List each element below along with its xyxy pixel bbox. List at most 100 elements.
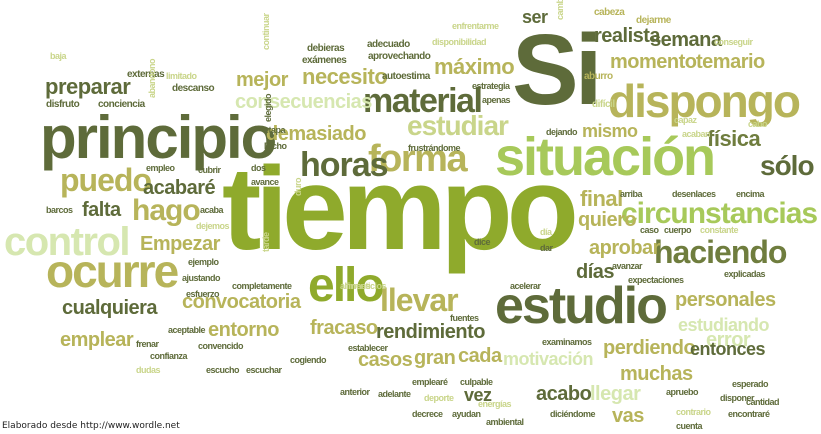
word-cuenta: cuenta <box>676 421 703 431</box>
word-maximo: máximo <box>434 54 515 79</box>
word-alimenticios: alimenticios <box>340 281 387 291</box>
word-externas: externas <box>127 69 165 80</box>
word-forma: forma <box>368 138 468 180</box>
word-error: error <box>706 329 751 351</box>
word-adelante: adelante <box>378 389 411 399</box>
word-horas: horas <box>300 146 389 184</box>
word-quiero: quiero <box>578 209 637 231</box>
word-estudiar: estudiar <box>407 110 509 141</box>
word-caso: caso <box>640 225 659 235</box>
word-perdiendo: perdiendo <box>603 337 696 359</box>
word-conciencia: conciencia <box>98 99 145 110</box>
word-demasiado: demasiado <box>266 123 366 145</box>
word-cada: cada <box>458 345 502 367</box>
word-preparar: preparar <box>45 74 131 99</box>
word-dicho: Dicho <box>264 141 287 151</box>
word-constante: constante <box>700 225 739 235</box>
word-circunstancias: circunstancias <box>621 197 818 230</box>
word-hago: hago <box>132 194 201 227</box>
word-cantidad: cantidad <box>746 397 780 407</box>
word-baja: baja <box>50 51 67 61</box>
word-vez: vez <box>464 385 492 405</box>
word-dice: dice <box>474 237 491 247</box>
word-cogiendo: cogiendo <box>290 355 327 365</box>
word-empleo: empleo <box>146 163 175 173</box>
word-examenes: exámenes <box>302 55 347 66</box>
word-aprobar: aprobar <box>589 237 660 259</box>
word-necesito: necesito <box>302 64 388 89</box>
word-fuentes: fuentes <box>450 313 479 323</box>
word-realista: realista <box>594 25 661 47</box>
word-culpable: culpable <box>460 377 493 387</box>
word-dos: dos <box>251 163 266 173</box>
word-aprueba: apruebo <box>666 387 699 397</box>
word-continuar: continuar <box>261 13 271 50</box>
word-cuerpo: cuerpo <box>664 225 692 235</box>
word-emplear: emplear <box>60 329 134 351</box>
word-escuchar: escuchar <box>246 365 282 375</box>
word-final: final <box>580 186 623 211</box>
word-puedo: puedo <box>60 162 152 198</box>
word-acaban: acaban <box>682 129 711 139</box>
word-empleare: emplearé <box>412 377 448 387</box>
word-tarde: tarde <box>261 232 271 252</box>
word-escucho: escucho <box>206 365 240 375</box>
word-dejarme: dejarme <box>636 15 671 26</box>
word-examinamos: examinamos <box>542 337 592 347</box>
word-ser: ser <box>522 7 548 27</box>
word-rendimiento: rendimiento <box>376 321 485 343</box>
word-cabeza: cabeza <box>594 7 625 18</box>
word-fisica: física <box>707 126 761 151</box>
word-cambio: cambio <box>555 0 565 20</box>
word-estudio: estudio <box>495 277 668 335</box>
word-casos: casos <box>358 349 413 371</box>
word-dejemos: dejemos <box>196 221 230 231</box>
word-encontrare: encontraré <box>728 409 770 419</box>
word-disfruto: disfruto <box>46 99 80 110</box>
word-solo: sólo <box>760 150 815 181</box>
word-capaz: capaz <box>674 115 697 125</box>
word-diciendome: diciéndome <box>550 409 596 419</box>
word-duro: duro <box>293 178 303 196</box>
word-disponibilidad: disponibilidad <box>432 37 487 47</box>
word-descanso: descanso <box>172 83 215 94</box>
word-apenas: apenas <box>482 95 511 105</box>
word-conseguir: conseguir <box>714 37 753 47</box>
word-ejemplo: ejemplo <box>188 257 219 267</box>
word-frenar: frenar <box>136 339 159 349</box>
word-empezar: Empezar <box>140 233 220 255</box>
word-entorno: entorno <box>208 319 279 341</box>
word-enfrentarme: enfrentarme <box>452 21 499 31</box>
word-mejor: mejor <box>236 69 288 91</box>
word-haciendo: haciendo <box>654 234 787 270</box>
word-muchas: muchas <box>620 363 693 385</box>
word-expectaciones: expectaciones <box>628 275 684 285</box>
word-aprovechando: aprovechando <box>368 51 431 62</box>
word-personales: personales <box>675 289 776 311</box>
word-ello: ello <box>308 259 385 312</box>
word-disponer: disponer <box>720 393 755 403</box>
word-anterior: anterior <box>340 387 370 397</box>
word-convencido: convencido <box>198 341 244 351</box>
word-etapa: etapa <box>264 125 286 135</box>
word-ajustando: ajustando <box>182 273 221 283</box>
credit-text: Elaborado desde http://www.wordle.net <box>2 421 180 431</box>
word-dispongo: dispongo <box>608 75 801 127</box>
word-cabo: cabo <box>748 119 768 129</box>
word-deporte: deporte <box>424 393 454 403</box>
word-dias: días <box>576 261 615 283</box>
word-dudas: dudas <box>136 365 161 375</box>
word-cubrir: cubrir <box>198 165 221 175</box>
word-motivacion: motivación <box>503 349 594 369</box>
word-fracaso: fracaso <box>310 317 378 339</box>
word-temario: temario <box>696 51 765 73</box>
word-barcos: barcos <box>46 205 73 215</box>
word-entonces: entonces <box>690 339 766 359</box>
word-control: control <box>4 220 131 264</box>
word-momento: momento <box>610 51 697 73</box>
word-estudiando: estudiando <box>678 315 770 335</box>
word-acelerar: acelerar <box>510 281 541 291</box>
word-llevar: llevar <box>380 282 459 318</box>
word-dar: dar <box>540 243 553 253</box>
word-situacion: situación <box>495 127 716 187</box>
